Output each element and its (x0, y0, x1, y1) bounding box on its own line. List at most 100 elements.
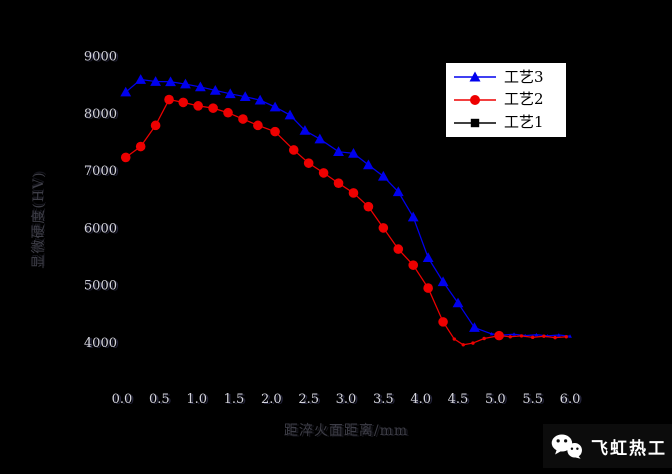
circle-marker-icon (318, 168, 329, 178)
x-tick-label-ghost: 4.0 (412, 393, 433, 408)
triangle-marker-icon (150, 76, 162, 86)
legend-item-1: 工艺1 (452, 113, 560, 133)
x-tick-label: 3.0 (336, 392, 357, 407)
legend-item-3: 工艺3 (452, 67, 560, 87)
brand-text: 飞虹热工 (591, 438, 667, 458)
circle-marker-icon (120, 152, 131, 163)
triangle-marker-icon (120, 86, 132, 97)
x-tick-label: 5.5 (522, 392, 543, 407)
circle-marker-icon (208, 103, 218, 113)
x-tick-label: 1.5 (224, 392, 245, 407)
y-tick-label: 8000 (84, 107, 117, 122)
triangle-marker-icon (469, 322, 480, 332)
triangle-marker-icon (489, 332, 494, 336)
triangle-marker-icon (195, 81, 206, 92)
x-tick-label-ghost: 0.5 (151, 393, 172, 408)
legend-label: 工艺2 (504, 90, 544, 109)
circle-marker-icon (303, 158, 314, 168)
legend-label: 工艺3 (504, 67, 544, 86)
circle-marker-icon (288, 145, 299, 155)
circle-marker-icon (423, 283, 433, 293)
y-tick-label-ghost: 5000 (86, 280, 119, 295)
triangle-marker-icon (314, 133, 326, 144)
x-tick-label-ghost: 5.5 (524, 393, 545, 408)
x-axis-title: 距淬火面距离/mm (283, 423, 409, 439)
circle-marker-icon (348, 188, 359, 198)
y-tick-label: 7000 (84, 164, 117, 179)
x-tick-label: 3.5 (373, 392, 394, 407)
y-tick-label-ghost: 7000 (86, 165, 119, 180)
circle-marker-icon (408, 260, 419, 270)
circle-marker-icon (553, 335, 557, 340)
x-tick-label-ghost: 2.0 (263, 393, 284, 408)
y-tick-label: 5000 (84, 279, 117, 294)
circle-marker-icon (178, 97, 189, 108)
x-tick-label: 4.0 (410, 392, 431, 407)
triangle-marker-icon (333, 146, 344, 157)
wechat-icon (551, 434, 582, 459)
circle-marker-icon (238, 114, 248, 124)
triangle-marker-icon (392, 186, 404, 197)
y-tick-label: 9000 (84, 50, 117, 65)
circle-marker-icon (471, 341, 475, 345)
x-tick-label-ghost: 3.5 (375, 393, 396, 408)
x-tick-label-ghost: 3.0 (338, 393, 359, 408)
circle-marker-icon (193, 101, 203, 111)
triangle-marker-icon (437, 276, 449, 287)
y-tick-label-ghost: 8000 (86, 108, 119, 123)
x-tick-label: 6.0 (560, 392, 581, 407)
triangle-marker-icon (269, 101, 281, 112)
circle-legend-marker-icon (454, 94, 496, 105)
triangle-marker-icon (135, 74, 147, 84)
triangle-marker-icon (556, 333, 561, 337)
circle-marker-icon (270, 126, 280, 137)
x-tick-label: 2.5 (298, 392, 319, 407)
y-tick-label-ghost: 6000 (86, 222, 119, 237)
circle-marker-icon (363, 201, 374, 212)
x-tick-label-ghost: 1.5 (226, 393, 247, 408)
x-tick-label-ghost: 4.5 (450, 393, 471, 408)
legend-label: 工艺1 (504, 113, 544, 132)
triangle-marker-icon (452, 297, 464, 308)
triangle-marker-icon (209, 84, 221, 95)
y-tick-label-ghost: 9000 (86, 51, 119, 66)
triangle-marker-icon (407, 211, 419, 222)
x-tick-label: 1.0 (186, 392, 207, 407)
circle-marker-icon (253, 120, 263, 131)
triangle-marker-icon (363, 159, 374, 170)
triangle-marker-icon (568, 334, 572, 338)
triangle-marker-icon (377, 170, 389, 181)
circle-marker-icon (223, 107, 233, 118)
circle-marker-icon (452, 337, 456, 341)
y-axis-title: 显微硬度(HV) (31, 171, 47, 269)
square-legend-marker-icon (454, 118, 496, 127)
x-tick-label-ghost: 2.5 (300, 393, 321, 408)
triangle-marker-icon (284, 109, 296, 120)
triangle-marker-icon (299, 125, 311, 135)
circle-marker-icon (378, 223, 389, 233)
y-tick-label-ghost: 4000 (86, 337, 119, 352)
triangle-marker-icon (534, 332, 539, 337)
x-tick-label-ghost: 6.0 (562, 393, 583, 408)
circle-marker-icon (508, 335, 512, 339)
y-tick-label: 4000 (84, 336, 117, 351)
x-tick-label: 4.5 (448, 392, 469, 407)
x-tick-label-ghost: 1.0 (188, 393, 209, 408)
circle-marker-icon (494, 330, 504, 341)
triangle-marker-icon (165, 76, 176, 87)
x-tick-label: 5.0 (485, 392, 506, 407)
circle-marker-icon (150, 120, 161, 131)
circle-marker-icon (542, 334, 546, 338)
x-tick-label: 0.5 (149, 392, 170, 407)
chart-legend: 工艺3 工艺2 工艺1 (445, 62, 567, 138)
x-tick-label: 2.0 (261, 392, 282, 407)
circle-marker-icon (438, 317, 448, 327)
brand-watermark: 飞虹热工 (543, 424, 672, 468)
triangle-marker-icon (422, 252, 434, 263)
x-tick-label-ghost: 5.0 (487, 393, 508, 408)
triangle-marker-icon (224, 88, 236, 99)
x-tick-label-ghost: 0.0 (114, 393, 135, 408)
x-tick-label: 0.0 (112, 392, 133, 407)
circle-marker-icon (482, 336, 486, 341)
